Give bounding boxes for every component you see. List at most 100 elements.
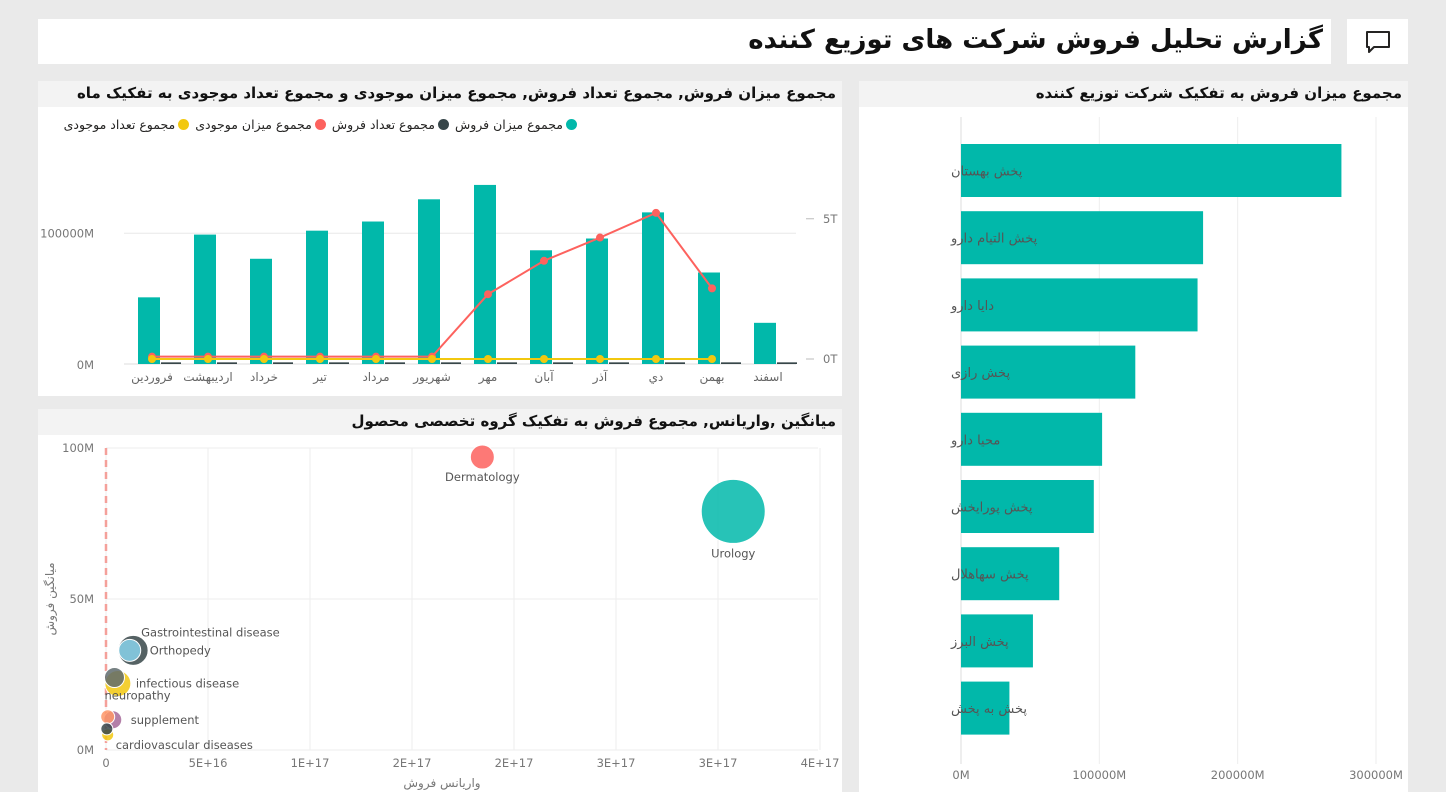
distributor-bar — [961, 412, 1103, 466]
distributor-category-label: پخش پورایخش — [951, 501, 1033, 516]
combo-bar-sales-count — [777, 362, 797, 364]
combo-legend: مجموع میزان فروش مجموع تعداد فروش مجموع … — [64, 117, 577, 132]
scatter-point-label: Orthopedy — [150, 643, 211, 657]
combo-x-tick: آذر — [592, 369, 608, 385]
combo-bar-sales-count — [665, 362, 685, 364]
comment-button[interactable] — [1347, 19, 1408, 64]
combo-bar-sales-count — [497, 362, 517, 364]
distributor-chart-panel: مجموع میزان فروش به تفکیک شرکت توزیع کنن… — [859, 81, 1408, 792]
combo-point-stock-count — [540, 355, 548, 363]
scatter-point — [700, 478, 766, 544]
combo-point-stock-amount — [652, 208, 660, 217]
scatter-x-tick: 3E+17 — [699, 756, 738, 770]
combo-bar-sales-amount — [474, 184, 496, 364]
combo-chart-title: مجموع میزان فروش, مجموع تعداد فروش, مجمو… — [76, 84, 836, 102]
distributor-bar — [961, 345, 1136, 399]
distributor-chart: 0M 100000M 200000M 300000M پخش بهستان پخش الت… — [950, 117, 1403, 782]
scatter-point-label: infectious disease — [136, 677, 239, 691]
combo-point-stock-amount — [540, 256, 548, 265]
combo-x-tick: دي — [649, 370, 664, 384]
scatter-y-tick: 0M — [77, 743, 94, 757]
distributor-category-label: پخش سهاهلال — [951, 568, 1029, 583]
combo-point-stock-count — [428, 355, 436, 363]
combo-chart: 100000M 0M 5T 0T فروردین اردیبهشت خرداد تیر مردا… — [40, 184, 838, 385]
scatter-y-tick: 50M — [69, 592, 94, 606]
combo-x-tick: بهمن — [700, 370, 725, 385]
scatter-x-tick: 0 — [102, 756, 109, 770]
combo-bar-sales-count — [609, 362, 629, 364]
combo-point-stock-count — [372, 355, 380, 363]
scatter-point-label: supplement — [131, 713, 200, 727]
combo-point-stock-count — [708, 355, 716, 363]
distributor-category-label: پخش بهستان — [951, 165, 1023, 180]
combo-bar-sales-count — [329, 362, 349, 364]
combo-point-stock-count — [596, 355, 604, 363]
scatter-x-tick: 3E+17 — [597, 756, 636, 770]
scatter-y-tick: 100M — [62, 441, 94, 455]
report-title: گزارش تحلیل فروش شرکت های توزیع کننده — [748, 25, 1323, 55]
distributor-category-label: پخش رازی — [951, 366, 1010, 381]
legend-item-sales-amount[interactable]: مجموع میزان فروش — [455, 117, 577, 132]
distributor-bar — [961, 144, 1342, 197]
combo-bar-sales-amount — [698, 272, 720, 364]
combo-y2-tick: 0T — [823, 352, 838, 366]
scatter-point-label: Urology — [711, 546, 755, 560]
combo-x-tick: شهریور — [412, 370, 451, 385]
legend-item-stock-count[interactable]: مجموع تعداد موجودی — [64, 117, 190, 132]
scatter-point-label: Gastrointestinal disease — [141, 625, 280, 639]
combo-point-stock-count — [484, 355, 492, 363]
distributor-x-tick: 0M — [952, 768, 969, 782]
scatter-y-axis-title: میانگین فروش — [43, 562, 58, 635]
combo-y2-tick: 5T — [823, 212, 838, 226]
distributor-bar — [961, 614, 1033, 668]
scatter-point-label: Dermatology — [445, 470, 520, 484]
combo-point-stock-amount — [484, 290, 492, 299]
legend-item-sales-count[interactable]: مجموع تعداد فروش — [332, 117, 449, 132]
scatter-point — [469, 444, 495, 470]
combo-x-tick: خرداد — [250, 370, 278, 385]
legend-item-stock-amount[interactable]: مجموع میزان موجودی — [195, 117, 326, 132]
combo-bar-sales-count — [161, 362, 181, 364]
distributor-category-label: دایا دارو — [950, 299, 994, 314]
scatter-point — [100, 709, 116, 725]
combo-point-stock-count — [260, 355, 268, 363]
combo-y-tick: 100000M — [40, 226, 94, 240]
scatter-x-tick: 2E+17 — [495, 756, 534, 770]
combo-point-stock-count — [204, 355, 212, 363]
scatter-x-axis-title: واریانس فروش — [403, 776, 480, 791]
scatter-point — [103, 667, 125, 689]
combo-x-tick: فروردین — [131, 370, 173, 385]
distributor-chart-title: مجموع میزان فروش به تفکیک شرکت توزیع کنن… — [1035, 84, 1402, 102]
combo-point-stock-count — [652, 355, 660, 363]
scatter-x-tick: 1E+17 — [291, 756, 330, 770]
distributor-category-label: پخش التیام دارو — [950, 232, 1038, 247]
combo-bar-sales-amount — [586, 238, 608, 364]
scatter-x-tick: 5E+16 — [189, 756, 228, 770]
combo-x-tick: مهر — [478, 370, 498, 385]
combo-bar-sales-amount — [194, 234, 216, 364]
distributor-bar — [961, 278, 1198, 332]
distributor-category-label: محیا دارو — [950, 433, 1000, 448]
scatter-chart: 0 5E+16 1E+17 2E+17 2E+17 3E+17 3E+17 4E+17 100M… — [43, 441, 839, 791]
combo-bar-sales-amount — [250, 258, 272, 364]
scatter-point-label: cardiovascular diseases — [116, 738, 253, 752]
distributor-x-tick: 200000M — [1211, 768, 1265, 782]
combo-bar-sales-amount — [362, 221, 384, 364]
combo-point-stock-count — [316, 355, 324, 363]
scatter-point-label: neuropathy — [104, 689, 170, 703]
combo-x-tick: اردیبهشت — [183, 370, 232, 385]
combo-x-tick: تیر — [312, 370, 327, 385]
scatter-chart-panel: میانگین ,واریانس, مجموع فروش به تفکیک گر… — [38, 409, 842, 792]
distributor-bar — [961, 681, 1010, 735]
scatter-x-tick: 2E+17 — [393, 756, 432, 770]
distributor-x-tick: 300000M — [1349, 768, 1403, 782]
combo-bar-sales-count — [273, 362, 293, 364]
combo-y-tick: 0M — [77, 358, 94, 372]
distributor-x-tick: 100000M — [1072, 768, 1126, 782]
combo-bar-sales-count — [217, 362, 237, 364]
distributor-bar — [961, 211, 1204, 265]
combo-x-tick: اسفند — [753, 370, 782, 384]
combo-bar-sales-count — [385, 362, 405, 364]
combo-point-stock-amount — [596, 233, 604, 242]
scatter-point — [100, 722, 114, 736]
